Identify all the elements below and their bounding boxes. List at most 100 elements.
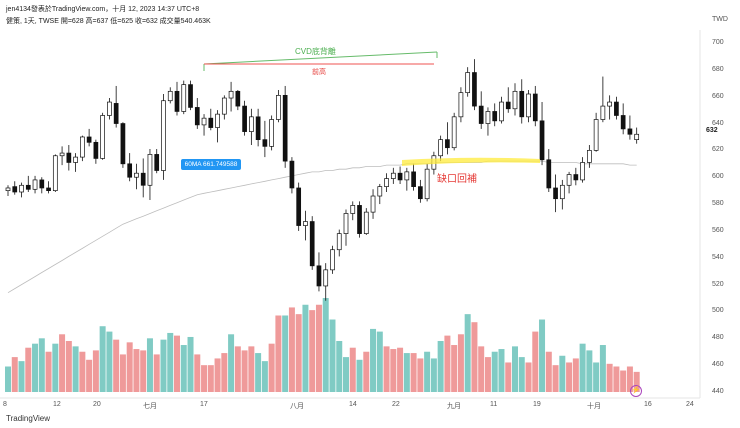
candle-body xyxy=(282,94,288,162)
volume-bar xyxy=(11,357,18,392)
volume-bar xyxy=(65,340,72,392)
candle-body xyxy=(505,101,511,110)
volume-bar xyxy=(444,335,451,392)
y-tick-label: 440 xyxy=(712,388,724,395)
volume-bar xyxy=(146,338,153,392)
volume-bar xyxy=(613,366,620,392)
volume-bar xyxy=(343,357,349,392)
candle-body xyxy=(424,168,430,200)
volume-bar xyxy=(599,345,606,392)
volume-bar xyxy=(633,371,640,392)
volume-bar xyxy=(119,354,126,392)
y-tick-label: 460 xyxy=(712,361,724,369)
x-tick-label: 24 xyxy=(686,401,694,408)
candle-body xyxy=(134,172,139,178)
candle-body xyxy=(343,213,349,234)
candle-body xyxy=(418,186,423,200)
volume-bar xyxy=(86,359,93,392)
volume-bar xyxy=(532,331,539,392)
candle-body xyxy=(269,119,274,147)
x-tick-label: 12 xyxy=(53,401,61,408)
candle-body xyxy=(86,136,92,143)
candle-body xyxy=(208,117,214,128)
candle-body xyxy=(120,123,126,165)
brand-text: TradingView xyxy=(6,414,51,423)
candle-body xyxy=(167,90,173,102)
candle-body xyxy=(289,160,295,189)
candle-body xyxy=(573,174,579,181)
candle-body xyxy=(546,159,552,189)
volume-bar xyxy=(32,343,39,392)
candle-body xyxy=(627,128,633,135)
candle-body xyxy=(350,205,356,214)
volume-bar xyxy=(106,331,113,392)
x-tick-label: 14 xyxy=(349,401,357,408)
volume-bar xyxy=(336,340,343,392)
candle-body xyxy=(411,171,416,187)
candle-body xyxy=(478,105,484,124)
x-tick-label: 七月 xyxy=(143,403,157,410)
candle-body xyxy=(46,187,51,192)
ma-label: 60MA 661.749588 xyxy=(181,159,241,170)
candle-body xyxy=(100,115,105,159)
volume-bar xyxy=(491,351,498,392)
candle-body xyxy=(174,90,180,112)
volume-bar xyxy=(302,304,309,392)
candle-body xyxy=(194,107,200,126)
candle-body xyxy=(499,101,504,122)
candle-body xyxy=(593,119,599,151)
candle-body xyxy=(620,115,626,130)
last-price-label: 632 xyxy=(706,127,718,134)
x-tick-label: 八月 xyxy=(290,403,304,410)
volume-bar xyxy=(194,354,201,392)
x-tick-label: 19 xyxy=(533,401,541,408)
volume-bar xyxy=(59,334,66,392)
candle-body xyxy=(221,97,227,115)
candle-body xyxy=(73,156,78,163)
volume-bar xyxy=(38,338,45,392)
volume-bar xyxy=(518,357,525,392)
y-tick-label: 560 xyxy=(712,226,724,234)
volume-bar xyxy=(261,361,268,392)
candle-body xyxy=(52,155,58,192)
volume-bar xyxy=(356,359,363,392)
gap-fill-highlight xyxy=(402,157,540,166)
volume-bar xyxy=(559,355,566,392)
volume-bar xyxy=(113,339,120,392)
volume-bar xyxy=(579,343,586,392)
candle-body xyxy=(113,103,119,124)
candle-body xyxy=(390,172,396,179)
y-tick-label: 680 xyxy=(712,65,724,73)
volume-bar xyxy=(5,366,11,392)
volume-bar xyxy=(201,365,208,392)
candle-body xyxy=(80,136,85,158)
candle-body xyxy=(19,184,24,193)
candle-body xyxy=(336,233,342,251)
candle-body xyxy=(242,105,247,132)
lightning-icon[interactable]: ⚡ xyxy=(630,385,642,397)
candle-body xyxy=(201,117,207,126)
candle-body xyxy=(485,111,491,124)
volume-bar xyxy=(248,346,255,392)
volume-bar xyxy=(606,363,613,392)
x-tick-label: 11 xyxy=(490,401,498,408)
cvd-divergence-line xyxy=(203,51,438,65)
candle-body xyxy=(215,113,220,128)
y-tick-label: 700 xyxy=(712,39,724,46)
volume-bar xyxy=(505,362,512,392)
volume-bar xyxy=(288,307,295,392)
cvd-divergence-label: CVD底背離 xyxy=(295,46,336,56)
candle-body xyxy=(397,172,403,181)
tradingview-logo: TradingView xyxy=(6,414,50,423)
volume-bar xyxy=(187,336,194,392)
candle-body xyxy=(580,162,585,181)
x-tick-label: 17 xyxy=(200,401,208,408)
candle-body xyxy=(472,72,477,107)
candle-body xyxy=(559,184,565,200)
candle-body xyxy=(465,72,471,94)
candle-body xyxy=(249,116,254,132)
candle-body xyxy=(587,150,592,163)
volume-bar xyxy=(153,354,160,392)
volume-bar xyxy=(390,349,397,392)
